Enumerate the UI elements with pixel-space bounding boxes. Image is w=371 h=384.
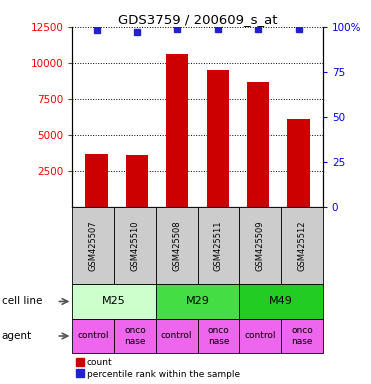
Bar [239,284,323,319]
Bar [156,207,198,284]
Text: M49: M49 [269,296,293,306]
Bar [72,284,156,319]
Bar [114,207,156,284]
Text: control: control [78,331,109,341]
Bar [72,319,114,353]
Bar [85,154,108,207]
Bar [166,54,188,207]
Text: onco
nase: onco nase [124,326,146,346]
Bar [207,70,229,207]
Text: M25: M25 [102,296,126,306]
Bar [239,319,281,353]
Text: GSM425507: GSM425507 [89,220,98,271]
Text: M29: M29 [186,296,210,306]
Bar [72,207,114,284]
Legend: count, percentile rank within the sample: count, percentile rank within the sample [77,358,240,379]
Text: onco
nase: onco nase [291,326,313,346]
Bar [156,319,198,353]
Text: GSM425510: GSM425510 [131,220,139,271]
Text: GSM425509: GSM425509 [256,220,265,271]
Title: GDS3759 / 200609_s_at: GDS3759 / 200609_s_at [118,13,277,26]
Text: GSM425512: GSM425512 [298,220,306,271]
Text: onco
nase: onco nase [207,326,229,346]
Text: control: control [161,331,193,341]
Bar [198,207,239,284]
Text: GSM425508: GSM425508 [172,220,181,271]
Bar [281,207,323,284]
Text: GSM425511: GSM425511 [214,220,223,271]
Bar [114,319,156,353]
Text: cell line: cell line [2,296,42,306]
Text: control: control [244,331,276,341]
Bar [198,319,239,353]
Bar [247,82,269,207]
Bar [288,119,310,207]
Text: agent: agent [2,331,32,341]
Bar [126,156,148,207]
Bar [239,207,281,284]
Bar [281,319,323,353]
Bar [156,284,239,319]
